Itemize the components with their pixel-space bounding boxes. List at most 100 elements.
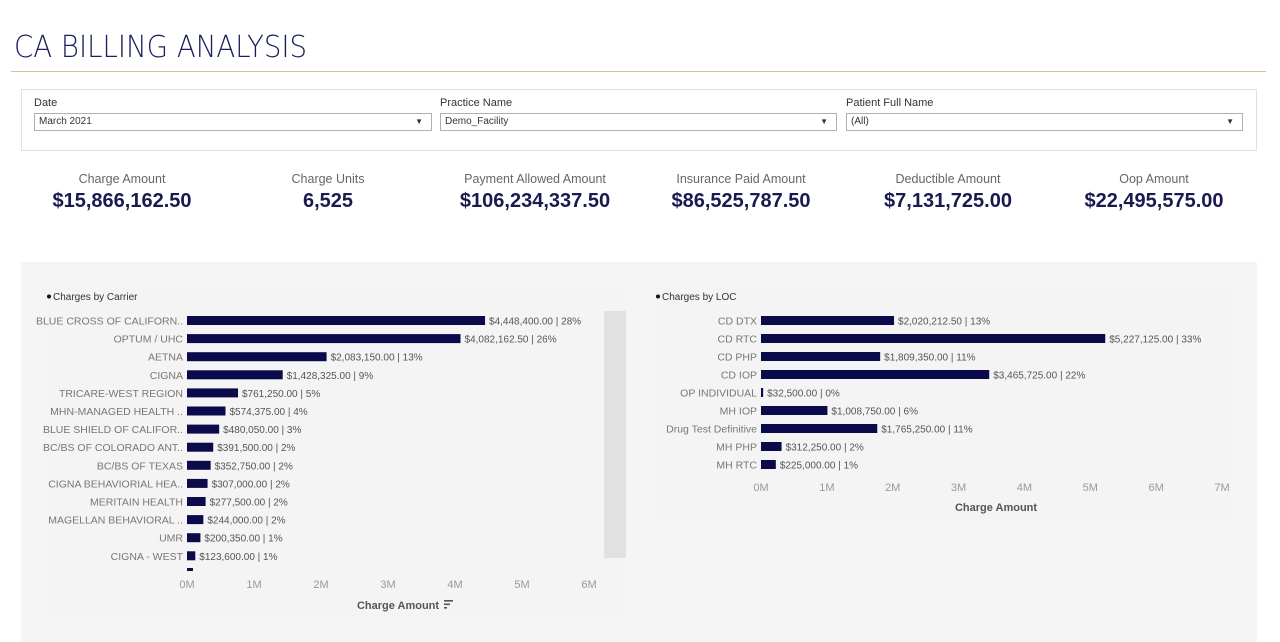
data-label: $2,083,150.00 | 13%	[331, 353, 423, 364]
kpi-label: Charge Amount	[78, 172, 166, 186]
bar[interactable]	[187, 478, 208, 488]
bar-row[interactable]: CIGNA - WEST $123,600.00 | 1%	[111, 551, 278, 563]
x-tick-label: 2M	[313, 579, 328, 591]
bar[interactable]	[761, 352, 881, 361]
data-label: $4,448,400.00 | 28%	[489, 317, 581, 328]
title-divider	[11, 71, 1266, 72]
patient-select[interactable]: (All) ▼	[846, 113, 1243, 131]
bar[interactable]	[187, 460, 211, 470]
dropdown-caret-icon: ▼	[820, 117, 828, 126]
bar[interactable]	[187, 316, 486, 325]
patient-filter-label: Patient Full Name	[846, 97, 934, 109]
kpi-label: Oop Amount	[1119, 172, 1189, 186]
bar[interactable]	[187, 388, 239, 398]
x-axis-title: Charge Amount	[357, 600, 439, 612]
kpi-payment-allowed-amount: Payment Allowed Amount $106,234,337.50	[435, 172, 635, 213]
practice-select[interactable]: Demo_Facility ▼	[440, 113, 837, 131]
bar[interactable]	[187, 370, 283, 380]
kpi-label: Payment Allowed Amount	[464, 172, 606, 186]
bar[interactable]	[187, 406, 226, 416]
bar[interactable]	[187, 515, 204, 525]
sort-descending-icon[interactable]	[444, 600, 453, 609]
bar-row[interactable]: CD RTC $5,227,125.00 | 33%	[718, 334, 1202, 346]
data-label: $1,809,350.00 | 11%	[884, 353, 975, 364]
patient-filter: Patient Full Name (All) ▼	[846, 96, 1243, 131]
bullet-icon	[656, 294, 660, 299]
bar-row[interactable]: Drug Test Definitive $1,765,250.00 | 11%	[666, 424, 973, 436]
bar[interactable]	[187, 352, 327, 362]
bar-row[interactable]: MHN-MANAGED HEALTH .. $574,375.00 | 4%	[50, 406, 308, 418]
category-label: CD PHP	[717, 352, 757, 364]
bar-row[interactable]: OPTUM / UHC $4,082,162.50 | 26%	[114, 334, 557, 346]
date-select[interactable]: March 2021 ▼	[34, 113, 432, 131]
bar-row[interactable]: AETNA $2,083,150.00 | 13%	[148, 352, 423, 364]
bar-row[interactable]: MH IOP $1,008,750.00 | 6%	[720, 406, 918, 418]
bar-row[interactable]: BC/BS OF TEXAS $352,750.00 | 2%	[97, 460, 293, 472]
data-label: $574,375.00 | 4%	[229, 407, 307, 418]
bar[interactable]	[761, 316, 895, 325]
kpi-value: $106,234,337.50	[459, 190, 611, 212]
bar-row[interactable]: OP INDIVIDUAL $32,500.00 | 0%	[680, 388, 840, 400]
bullet-icon	[47, 294, 51, 299]
category-label: BLUE CROSS OF CALIFORN..	[36, 316, 183, 328]
kpi-value: $22,495,575.00	[1084, 190, 1224, 212]
bar[interactable]	[187, 424, 220, 434]
kpi-label: Charge Units	[291, 172, 365, 186]
x-tick-label: 4M	[1017, 482, 1032, 494]
category-label: AETNA	[148, 352, 183, 364]
bar[interactable]	[761, 388, 764, 397]
data-label: $32,500.00 | 0%	[767, 389, 840, 400]
carrier-chart-scrollbar[interactable]	[604, 311, 626, 558]
bar[interactable]	[761, 334, 1106, 343]
category-label: MH IOP	[720, 406, 757, 418]
bar-row[interactable]: CD PHP $1,809,350.00 | 11%	[717, 352, 975, 364]
bar[interactable]	[761, 406, 828, 415]
kpi-label: Deductible Amount	[895, 172, 1001, 186]
bar-row[interactable]: CD DTX $2,020,212.50 | 13%	[718, 316, 990, 328]
bar-row[interactable]: MERITAIN HEALTH $277,500.00 | 2%	[90, 497, 288, 509]
bar-row[interactable]: MH PHP $312,250.00 | 2%	[716, 442, 864, 454]
bar[interactable]	[187, 533, 201, 543]
bar-row[interactable]: BLUE CROSS OF CALIFORN.. $4,448,400.00 | …	[36, 316, 581, 328]
x-tick-label: 5M	[1083, 482, 1098, 494]
category-label: MHN-MANAGED HEALTH ..	[50, 406, 183, 418]
kpi-charge-amount: Charge Amount $15,866,162.50	[22, 172, 222, 213]
kpi-value: 6,525	[302, 190, 354, 212]
bar[interactable]	[761, 370, 990, 379]
bar[interactable]	[187, 442, 214, 452]
bar[interactable]	[761, 424, 878, 433]
x-tick-label: 7M	[1214, 482, 1229, 494]
bar-row[interactable]: CIGNA BEHAVIORIAL HEA.. $307,000.00 | 2%	[48, 478, 290, 490]
bar[interactable]	[187, 497, 206, 506]
bar-row[interactable]: MAGELLAN BEHAVIORAL .. $244,000.00 | 2%	[48, 515, 285, 527]
bar-row[interactable]: UMR $200,350.00 | 1%	[159, 533, 283, 545]
data-label: $277,500.00 | 2%	[210, 498, 288, 509]
page-title: CA BILLING ANALYSIS	[14, 30, 308, 65]
category-label: OPTUM / UHC	[114, 334, 184, 346]
bar[interactable]	[761, 442, 782, 451]
bar-row[interactable]: CD IOP $3,465,725.00 | 22%	[721, 370, 1086, 382]
bar[interactable]	[761, 460, 776, 469]
category-label: CD DTX	[718, 316, 757, 328]
category-label: TRICARE-WEST REGION	[59, 388, 183, 400]
charges-by-carrier-group: Charges by Carrier BLUE CROSS OF CALIFORN…	[36, 286, 627, 619]
chart-title: Charges by LOC	[662, 292, 736, 303]
x-tick-label: 1M	[819, 482, 834, 494]
data-label: $3,465,725.00 | 22%	[993, 371, 1085, 382]
bar[interactable]	[187, 334, 461, 344]
kpi-oop-amount: Oop Amount $22,495,575.00	[1054, 172, 1254, 213]
x-tick-label: 4M	[447, 579, 462, 591]
category-label: BC/BS OF TEXAS	[97, 460, 183, 472]
bar-row[interactable]: MH RTC $225,000.00 | 1%	[716, 460, 858, 472]
category-label: CD IOP	[721, 370, 757, 382]
data-label: $307,000.00 | 2%	[212, 479, 290, 490]
bar-row[interactable]: TRICARE-WEST REGION $761,250.00 | 5%	[59, 388, 320, 400]
category-label: BLUE SHIELD OF CALIFOR..	[43, 424, 183, 436]
bar-row[interactable]: CIGNA $1,428,325.00 | 9%	[150, 370, 374, 382]
bar-row[interactable]: BC/BS OF COLORADO ANT.. $391,500.00 | 2%	[43, 442, 296, 454]
bar[interactable]	[187, 551, 196, 561]
bar-row[interactable]: BLUE SHIELD OF CALIFOR.. $480,050.00 | 3%	[43, 424, 302, 436]
x-tick-label: 3M	[951, 482, 966, 494]
data-label: $225,000.00 | 1%	[780, 461, 858, 472]
